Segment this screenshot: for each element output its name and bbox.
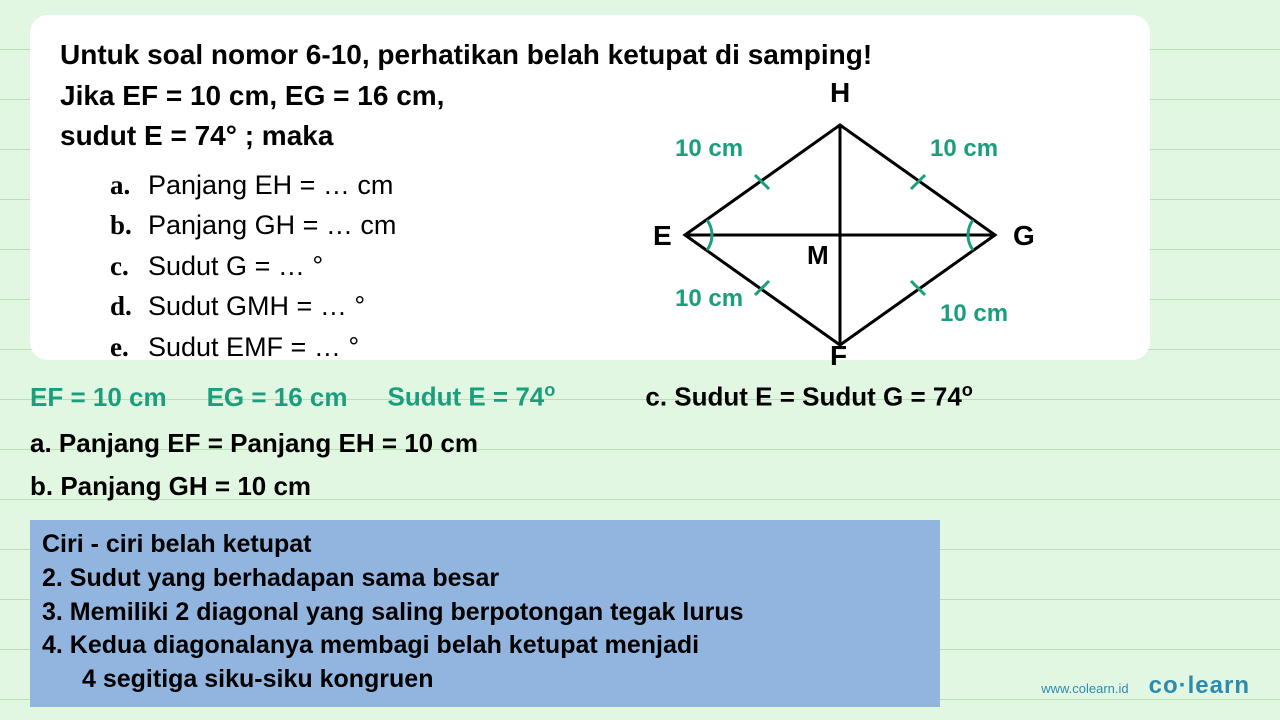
work-area: EF = 10 cm EG = 16 cm Sudut E = 74o c. S…: [30, 380, 1250, 514]
vertex-e: E: [653, 220, 672, 252]
vertex-g: G: [1013, 220, 1035, 252]
item-letter: d.: [110, 286, 148, 327]
info-box: Ciri - ciri belah ketupat 2. Sudut yang …: [30, 520, 940, 707]
item-text: Sudut GMH = … °: [148, 286, 365, 327]
info-line-2: 2. Sudut yang berhadapan sama besar: [42, 562, 928, 596]
info-line-4: 4. Kedua diagonalanya membagi belah ketu…: [42, 629, 928, 663]
footer-logo: co·learn: [1149, 672, 1250, 700]
item-letter: e.: [110, 327, 148, 368]
info-title: Ciri - ciri belah ketupat: [42, 528, 928, 562]
footer-url: www.colearn.id: [1041, 681, 1128, 696]
given-angle-e: Sudut E = 74o: [388, 380, 556, 413]
item-text: Panjang EH = … cm: [148, 165, 393, 206]
side-label-bl: 10 cm: [675, 285, 743, 313]
item-letter: a.: [110, 165, 148, 206]
info-line-4b: 4 segitiga siku-siku kongruen: [42, 663, 928, 697]
given-ef: EF = 10 cm: [30, 382, 167, 413]
side-label-tl: 10 cm: [675, 135, 743, 163]
footer: www.colearn.id co·learn: [1041, 672, 1250, 700]
item-letter: c.: [110, 246, 148, 287]
rhombus-svg: [655, 85, 1075, 365]
vertex-m: M: [807, 240, 829, 271]
answer-b: b. Panjang GH = 10 cm: [30, 471, 1250, 502]
answer-a: a. Panjang EF = Panjang EH = 10 cm: [30, 428, 1250, 459]
vertex-h: H: [830, 77, 850, 109]
item-text: Sudut G = … °: [148, 246, 323, 287]
item-letter: b.: [110, 205, 148, 246]
given-row: EF = 10 cm EG = 16 cm Sudut E = 74o c. S…: [30, 380, 1250, 413]
side-label-br: 10 cm: [940, 300, 1008, 328]
item-text: Panjang GH = … cm: [148, 205, 396, 246]
question-intro-1: Untuk soal nomor 6-10, perhatikan belah …: [60, 35, 1120, 76]
info-line-3: 3. Memiliki 2 diagonal yang saling berpo…: [42, 596, 928, 630]
vertex-f: F: [830, 340, 847, 372]
rhombus-diagram: H E G F M 10 cm 10 cm 10 cm 10 cm: [655, 85, 1075, 365]
answer-c: c. Sudut E = Sudut G = 74o: [645, 380, 973, 413]
side-label-tr: 10 cm: [930, 135, 998, 163]
item-text: Sudut EMF = … °: [148, 327, 359, 368]
given-eg: EG = 16 cm: [207, 382, 348, 413]
question-card: Untuk soal nomor 6-10, perhatikan belah …: [30, 15, 1150, 360]
